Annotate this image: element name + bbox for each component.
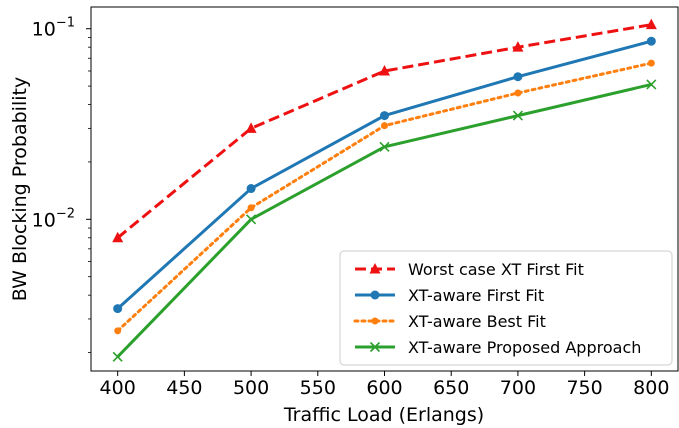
series-layer: [112, 18, 657, 362]
x-tick-label: 750: [566, 377, 602, 399]
data-point: [379, 141, 390, 152]
x-tick-label: 400: [100, 377, 136, 399]
data-point: [112, 351, 123, 362]
data-point: [646, 36, 656, 46]
legend-marker: [369, 263, 381, 274]
data-point: [647, 59, 655, 67]
data-point: [246, 214, 257, 225]
x-tick-label: 800: [633, 377, 669, 399]
data-point: [646, 79, 657, 90]
x-tick-label: 450: [166, 377, 202, 399]
data-point: [380, 111, 389, 121]
series-group: [113, 36, 656, 314]
data-point: [246, 184, 256, 194]
legend-label: XT-aware Proposed Approach: [408, 338, 641, 357]
series-group: [112, 79, 657, 362]
data-point: [114, 327, 122, 335]
ticks-layer: 400 450 500 550 600 650 700 750 800 10−2 10−1: [32, 16, 670, 399]
y-tick-label: 10−1: [32, 16, 75, 41]
legend-marker: [370, 290, 380, 300]
x-axis-label: Traffic Load (Erlangs): [283, 404, 484, 426]
x-tick-label: 650: [433, 377, 469, 399]
data-point: [247, 204, 255, 212]
data-point: [245, 122, 257, 133]
data-point: [512, 41, 524, 52]
data-point: [381, 122, 388, 130]
legend-marker: [369, 341, 381, 353]
legend-frame: [339, 250, 673, 366]
data-point: [512, 110, 523, 121]
data-point: [113, 304, 123, 314]
data-point: [514, 89, 522, 97]
legend-label: XT-aware Best Fit: [408, 312, 546, 331]
y-axis-label: BW Blocking Probability: [9, 77, 31, 301]
y-tick-label: 10−2: [32, 206, 75, 231]
x-tick-label: 700: [500, 377, 536, 399]
legend-marker: [371, 317, 379, 325]
legend: Worst case XT First Fit XT-aware First Fi…: [339, 250, 673, 366]
series-group: [112, 18, 657, 243]
x-tick-label: 550: [300, 377, 336, 399]
legend-label: Worst case XT First Fit: [408, 260, 584, 279]
series-line: [116, 23, 652, 239]
data-point: [379, 64, 390, 76]
data-point: [645, 18, 657, 30]
data-point: [112, 231, 124, 243]
series-group: [114, 59, 655, 335]
x-tick-label: 500: [233, 377, 269, 399]
x-tick-label: 600: [366, 377, 402, 399]
data-point: [513, 72, 523, 82]
legend-label: XT-aware First Fit: [408, 286, 544, 305]
